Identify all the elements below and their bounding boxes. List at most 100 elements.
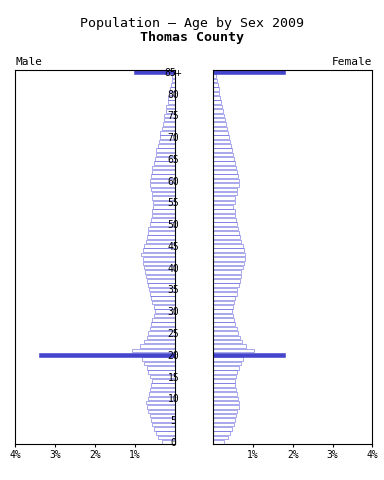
Bar — [213, 375, 236, 378]
Bar — [151, 188, 175, 191]
Bar — [213, 279, 240, 283]
Bar — [150, 327, 175, 330]
Bar — [213, 127, 227, 130]
Bar — [144, 244, 175, 248]
Bar — [213, 348, 254, 352]
Bar — [213, 109, 223, 113]
Bar — [213, 270, 242, 274]
Bar — [163, 122, 175, 126]
Bar — [213, 366, 238, 370]
Bar — [155, 310, 175, 313]
Bar — [213, 148, 232, 152]
Bar — [213, 174, 238, 178]
Bar — [213, 235, 240, 239]
Bar — [213, 118, 225, 121]
Bar — [150, 414, 175, 418]
Bar — [213, 292, 237, 296]
Bar — [213, 432, 230, 435]
Bar — [213, 361, 241, 365]
Bar — [171, 83, 175, 86]
Bar — [132, 348, 175, 352]
Bar — [213, 74, 216, 78]
Bar — [147, 235, 175, 239]
Bar — [213, 157, 234, 161]
Bar — [213, 100, 222, 104]
Bar — [144, 361, 175, 365]
Bar — [213, 296, 235, 300]
Bar — [213, 405, 238, 409]
Bar — [146, 275, 175, 278]
Bar — [213, 336, 240, 339]
Bar — [169, 92, 175, 96]
Bar — [213, 244, 243, 248]
Bar — [213, 205, 233, 208]
Bar — [213, 440, 224, 444]
Bar — [159, 140, 175, 143]
Bar — [213, 301, 234, 304]
Bar — [150, 183, 175, 187]
Bar — [213, 227, 238, 230]
Bar — [142, 357, 175, 361]
Bar — [166, 109, 175, 113]
Bar — [213, 371, 237, 374]
Bar — [150, 292, 175, 296]
Bar — [213, 253, 245, 256]
Bar — [156, 148, 175, 152]
Bar — [213, 222, 237, 226]
Bar — [151, 384, 175, 387]
Bar — [154, 314, 175, 317]
Bar — [213, 323, 235, 326]
Bar — [213, 161, 235, 165]
Bar — [213, 344, 246, 348]
Bar — [213, 183, 238, 187]
Bar — [39, 353, 175, 357]
Bar — [213, 214, 235, 217]
Bar — [148, 231, 175, 235]
Bar — [150, 388, 175, 391]
Bar — [213, 179, 239, 182]
Bar — [144, 266, 175, 269]
Bar — [156, 153, 175, 156]
Bar — [152, 170, 175, 174]
Bar — [143, 262, 175, 265]
Bar — [143, 249, 175, 252]
Bar — [148, 283, 175, 287]
Bar — [213, 409, 237, 413]
Bar — [213, 266, 243, 269]
Bar — [213, 209, 235, 213]
Bar — [151, 174, 175, 178]
Bar — [213, 257, 245, 261]
Bar — [213, 396, 238, 400]
Bar — [213, 192, 237, 195]
Bar — [213, 140, 230, 143]
Bar — [213, 218, 236, 222]
Bar — [148, 396, 175, 400]
Bar — [162, 127, 175, 130]
Bar — [213, 201, 235, 204]
Bar — [155, 157, 175, 161]
Bar — [151, 218, 175, 222]
Bar — [149, 409, 175, 413]
Bar — [213, 83, 218, 86]
Bar — [164, 114, 175, 117]
Bar — [213, 79, 217, 82]
Bar — [144, 340, 175, 344]
Bar — [152, 318, 175, 322]
Bar — [152, 209, 175, 213]
Bar — [213, 427, 232, 431]
Bar — [149, 392, 175, 396]
Bar — [149, 227, 175, 230]
Bar — [172, 79, 175, 82]
Bar — [152, 301, 175, 304]
Bar — [213, 105, 222, 108]
Bar — [213, 327, 237, 330]
Bar — [147, 279, 175, 283]
Bar — [146, 240, 175, 243]
Bar — [153, 205, 175, 208]
Bar — [213, 379, 235, 383]
Bar — [213, 318, 234, 322]
Bar — [172, 74, 175, 78]
Bar — [213, 231, 239, 235]
Bar — [213, 96, 220, 100]
Bar — [147, 336, 175, 339]
